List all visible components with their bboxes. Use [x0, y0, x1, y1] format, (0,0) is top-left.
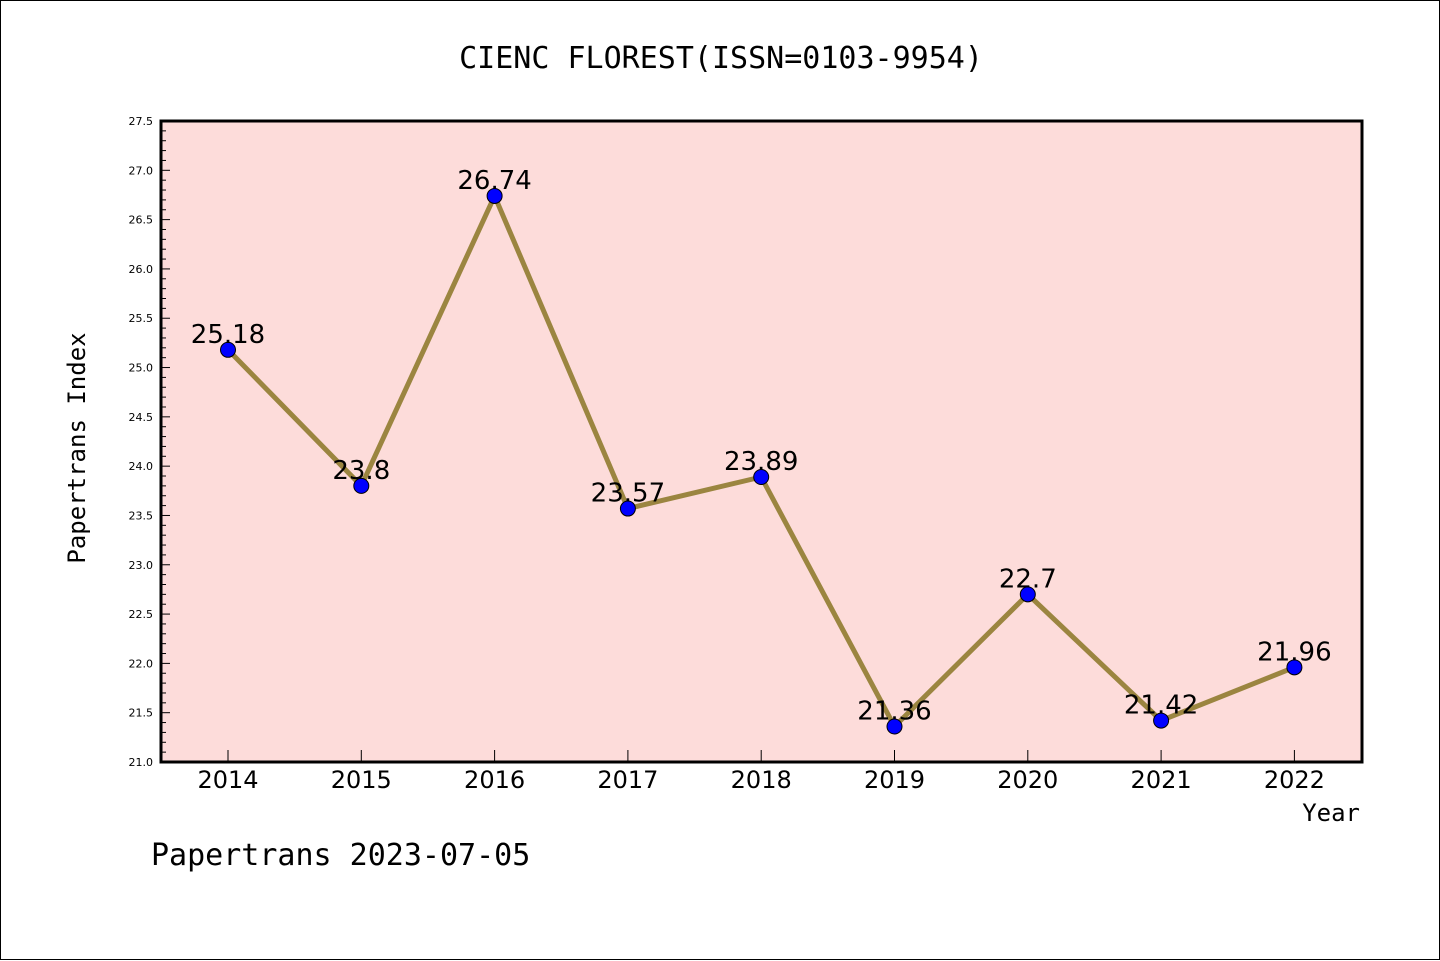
x-tick-label: 2019: [864, 766, 925, 794]
plot-area: [161, 121, 1362, 762]
data-label: 22.7: [999, 564, 1057, 594]
y-tick-label: 21.5: [129, 707, 154, 720]
data-point: [1153, 712, 1170, 729]
y-tick-label: 27.0: [129, 164, 154, 177]
data-label: 21.36: [857, 696, 931, 726]
data-point: [619, 500, 636, 517]
y-tick-label: 24.5: [129, 411, 154, 424]
data-label: 23.57: [591, 479, 665, 509]
y-axis-title: Papertrans Index: [63, 332, 91, 563]
data-label: 26.74: [457, 166, 531, 196]
data-label: 21.96: [1257, 637, 1331, 667]
data-point: [1286, 659, 1303, 676]
x-tick-label: 2021: [1131, 766, 1192, 794]
y-tick-label: 24.0: [129, 460, 154, 473]
y-tick-label: 22.0: [129, 657, 154, 670]
x-tick-label: 2020: [997, 766, 1058, 794]
x-axis-title: Year: [1302, 799, 1360, 827]
series-group: [220, 187, 1303, 735]
plot-border: [159, 119, 1364, 764]
data-point: [753, 469, 770, 486]
x-tick-label: 2014: [197, 766, 258, 794]
y-tick-label: 22.5: [129, 608, 154, 621]
chart-title: CIENC FLOREST(ISSN=0103-9954): [459, 41, 983, 76]
y-tick-label: 23.0: [129, 559, 154, 572]
footer-credit: Papertrans 2023-07-05: [151, 838, 530, 873]
x-axis-ticks: 2014 2015 2016 2017 2018 2019 2020 2021 2022: [197, 750, 1325, 794]
y-tick-label: 23.5: [129, 509, 154, 522]
y-tick-label: 25.0: [129, 362, 154, 375]
data-point: [886, 718, 903, 735]
x-tick-label: 2018: [731, 766, 792, 794]
data-point: [353, 477, 370, 494]
y-tick-label: 21.0: [129, 756, 154, 769]
y-tick-label: 27.5: [129, 115, 154, 128]
x-tick-label: 2016: [464, 766, 525, 794]
data-label: 23.89: [724, 447, 798, 477]
data-label: 23.8: [332, 456, 390, 486]
y-tick-label: 26.0: [129, 263, 154, 276]
y-tick-label: 26.5: [129, 214, 154, 227]
y-axis-ticks: 21.0 21.5 22.0 22.5 23.0 23.5 24.0 24.5 25.0 25.5…: [129, 115, 170, 769]
data-point: [486, 187, 503, 204]
x-tick-label: 2015: [331, 766, 392, 794]
data-labels: 25.18 23.8 26.74 23.57 23.89 21.36 22.7 21.42 21…: [191, 166, 1332, 727]
data-label: 21.42: [1124, 691, 1198, 721]
data-label: 25.18: [191, 320, 265, 350]
x-tick-label: 2017: [597, 766, 658, 794]
y-tick-label: 25.5: [129, 312, 154, 325]
data-point: [1019, 586, 1036, 603]
data-point: [220, 341, 236, 358]
x-tick-label: 2022: [1264, 766, 1325, 794]
